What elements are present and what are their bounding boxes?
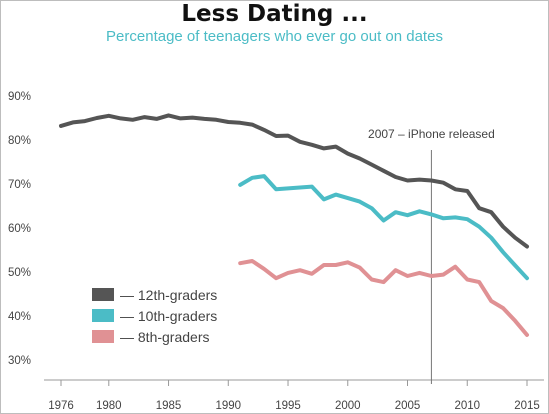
chart-subtitle: Percentage of teenagers who ever go out … <box>106 28 443 45</box>
x-tick-label: 1995 <box>275 400 301 412</box>
x-tick-label: 2005 <box>395 400 421 412</box>
legend-label: — 10th-graders <box>120 308 217 324</box>
x-tick-label: 1976 <box>48 400 74 412</box>
legend-swatch <box>92 288 114 301</box>
legend-label: — 12th-graders <box>120 287 217 303</box>
x-tick-label: 1980 <box>96 400 122 412</box>
x-tick-label: 1985 <box>156 400 182 412</box>
y-tick-label: 50% <box>8 267 31 279</box>
chart-title: Less Dating ... <box>181 1 368 27</box>
x-tick-label: 2010 <box>454 400 480 412</box>
y-tick-label: 40% <box>8 311 31 323</box>
iphone-annotation-label: 2007 – iPhone released <box>368 127 495 141</box>
y-tick-label: 90% <box>8 91 31 103</box>
series-line-2 <box>238 174 529 281</box>
y-tick-label: 80% <box>8 135 31 147</box>
x-tick-label: 2015 <box>514 400 540 412</box>
y-tick-label: 70% <box>8 179 31 191</box>
legend-label: — 8th-graders <box>120 329 209 345</box>
series-line-1 <box>59 113 529 249</box>
y-tick-label: 60% <box>8 223 31 235</box>
x-tick-label: 1990 <box>215 400 241 412</box>
legend-swatch <box>92 309 114 322</box>
y-tick-label: 30% <box>8 355 31 367</box>
x-tick-label: 2000 <box>335 400 361 412</box>
legend-swatch <box>92 330 114 343</box>
series-line-3 <box>238 259 529 337</box>
